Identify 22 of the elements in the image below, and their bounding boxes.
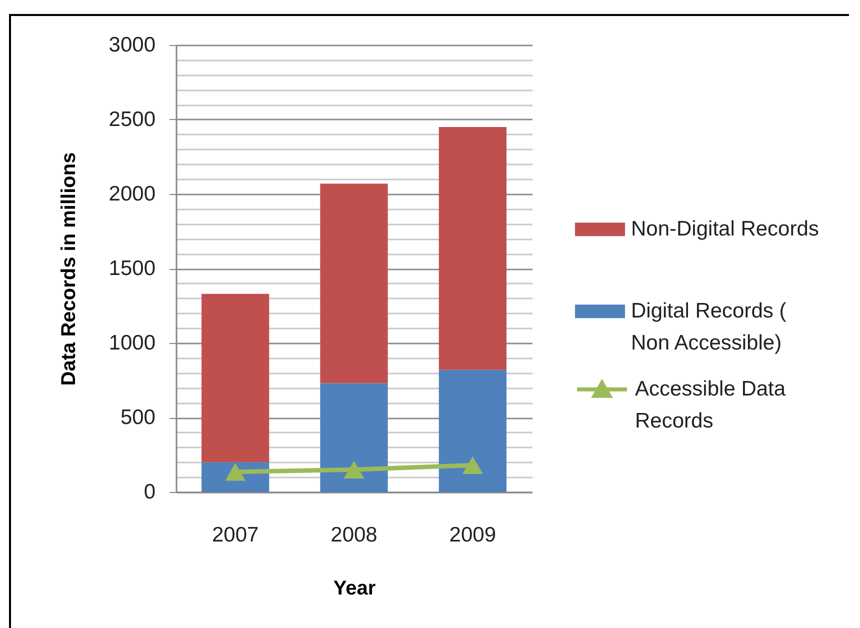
x-tick-label: 2007	[212, 524, 259, 546]
bar	[320, 184, 388, 384]
x-axis-title: Year	[333, 578, 376, 600]
y-tick-label: 1000	[108, 332, 156, 354]
bar	[202, 294, 270, 462]
bar	[438, 370, 506, 492]
point	[344, 460, 364, 479]
y-tick-label: 2500	[108, 108, 156, 131]
legend-label: Accessible Data Records	[635, 377, 786, 432]
x-tick-label: 2008	[330, 524, 378, 546]
legend-label: Digital Records ( Non Accessible)	[631, 299, 786, 354]
y-tick-label: 500	[120, 406, 156, 429]
bar	[320, 383, 388, 492]
y-tick-label: 3000	[108, 34, 156, 56]
x-tick-label: 2009	[449, 524, 496, 546]
point	[462, 456, 483, 474]
legend-label: Non-Digital Records	[631, 217, 819, 240]
y-tick-label: 0	[144, 480, 156, 504]
bar	[438, 126, 506, 370]
y-tick-label: 1500	[108, 257, 156, 280]
y-axis-title: Data Records in millions	[58, 152, 80, 386]
y-tick-label: 2000	[108, 182, 156, 206]
